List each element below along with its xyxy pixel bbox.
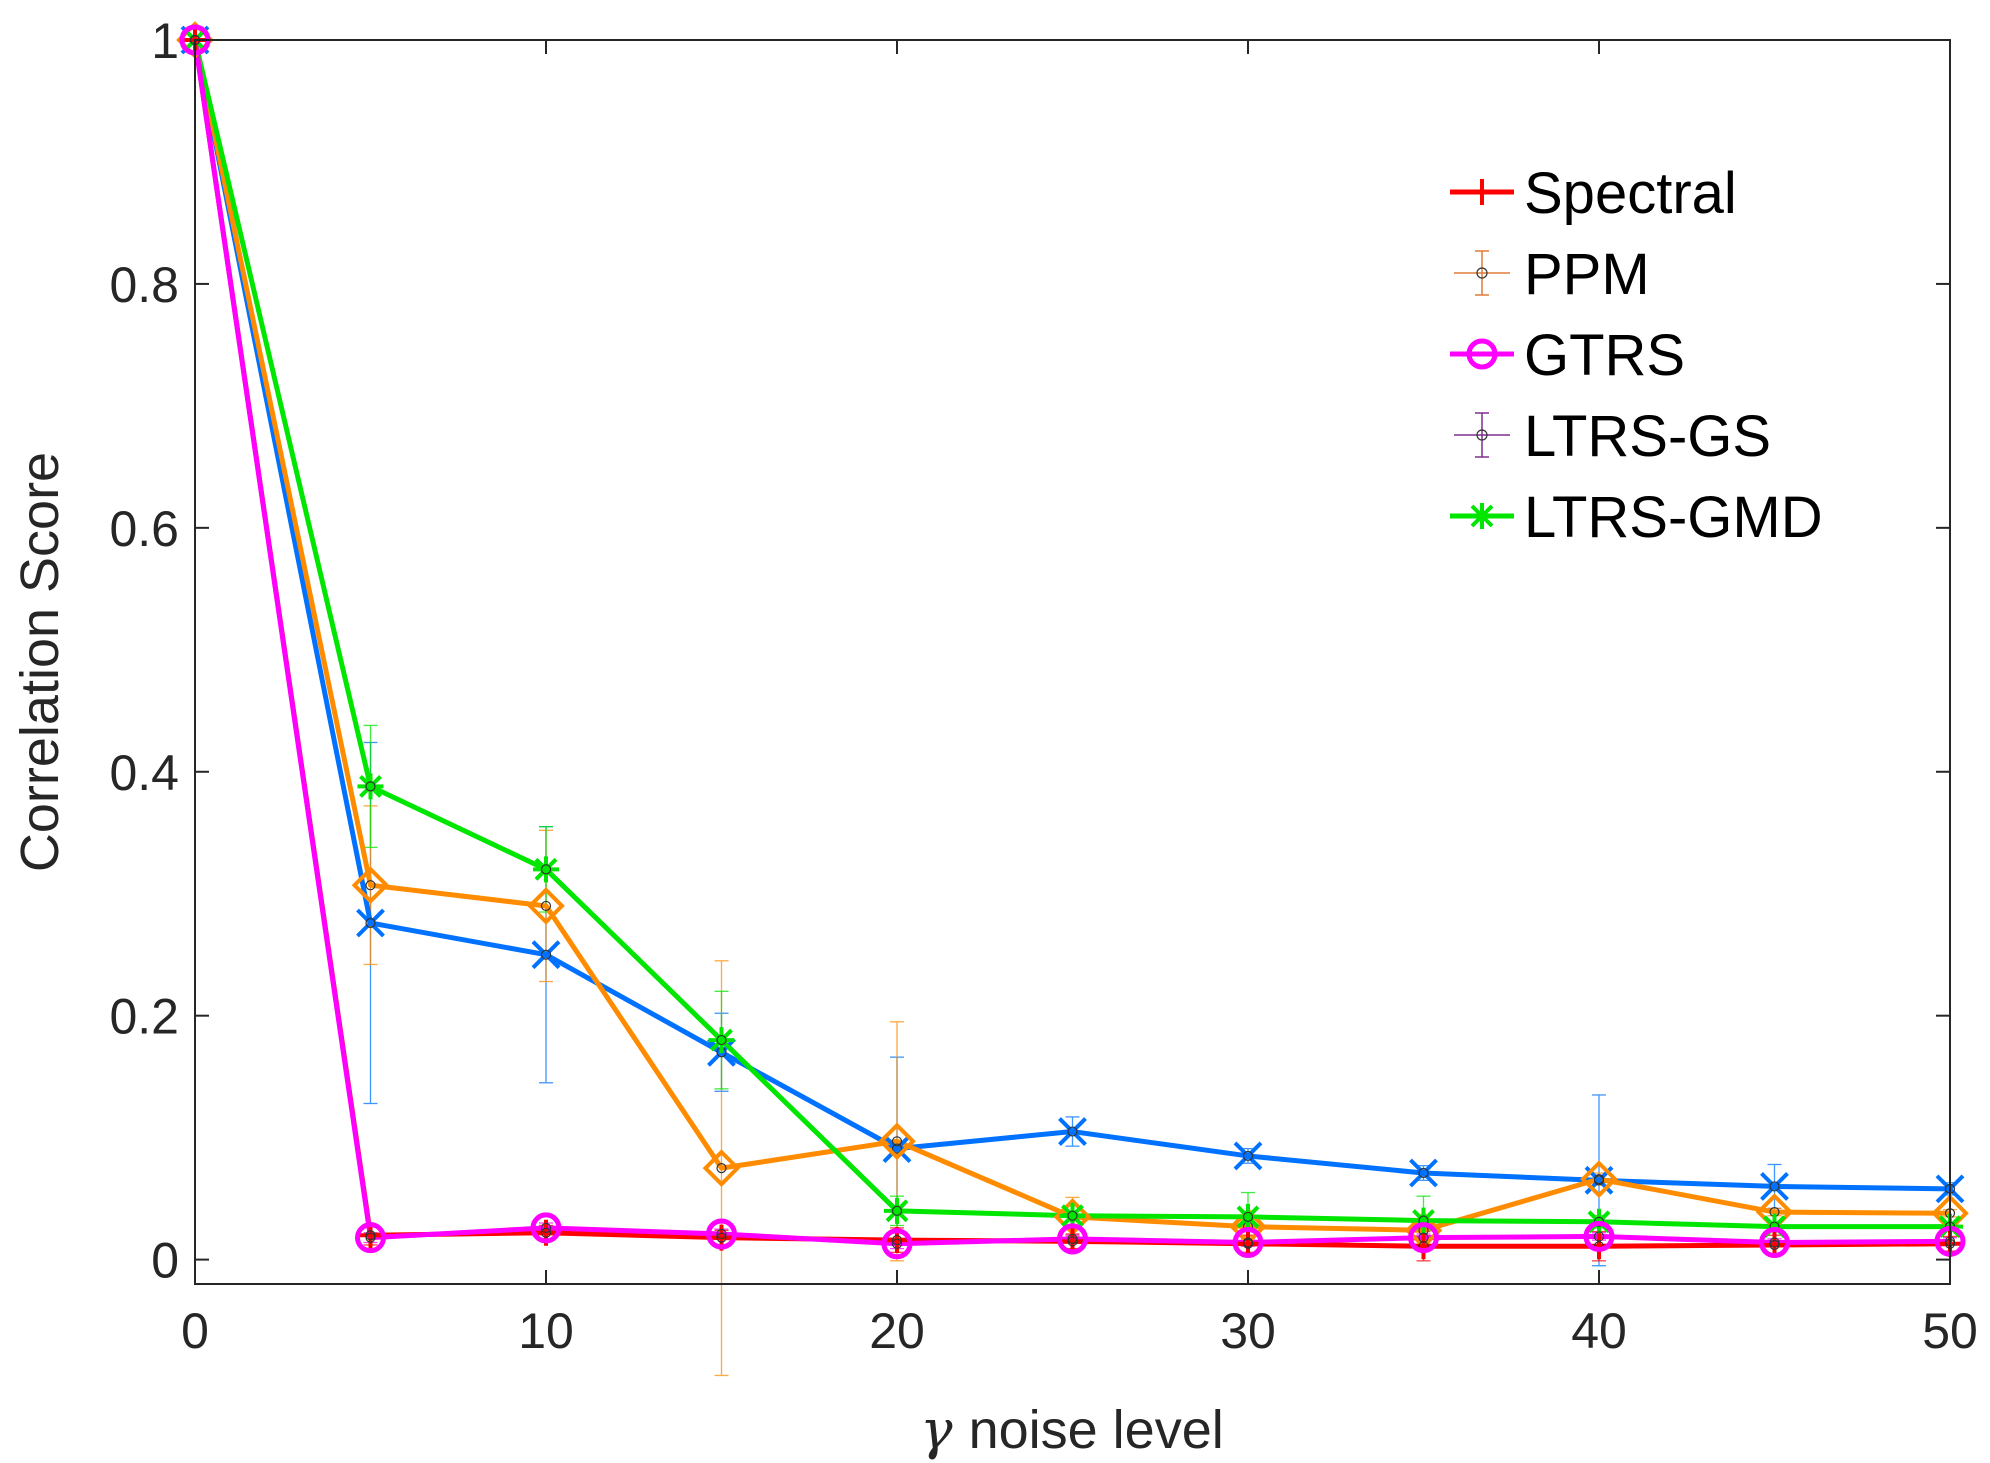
legend-label: Spectral xyxy=(1524,161,1737,226)
y-axis-tick-labels: 0 0.2 0.4 0.6 0.8 1 xyxy=(109,13,179,1289)
data-point-gtrs xyxy=(355,1222,386,1254)
data-point-gtrs xyxy=(706,1218,737,1250)
legend-label: LTRS-GMD xyxy=(1524,485,1823,550)
data-point-ltrs-gs xyxy=(356,908,385,938)
legend-marker xyxy=(1466,338,1498,370)
x-axis-title-text: noise level xyxy=(969,1400,1224,1460)
data-point-ltrs-gs xyxy=(1409,1158,1438,1188)
data-point-gtrs xyxy=(1759,1227,1790,1259)
y-tick-label: 0 xyxy=(151,1233,179,1289)
data-point-ppm xyxy=(878,1122,916,1161)
data-point-ltrs-gmd xyxy=(708,1027,735,1054)
plot-area-frame xyxy=(194,39,1951,1285)
legend-item-gtrs: GTRS xyxy=(1450,323,1685,388)
data-point-ltrs-gmd xyxy=(884,1197,910,1224)
data-point-gtrs xyxy=(1057,1223,1088,1255)
data-point-ltrs-gs xyxy=(1058,1117,1087,1146)
x-tick-label: 0 xyxy=(181,1303,209,1359)
legend-item-spectral: Spectral xyxy=(1450,161,1737,226)
plot-area-background xyxy=(195,40,1950,1284)
legend-label: LTRS-GS xyxy=(1524,404,1771,469)
data-point-ppm xyxy=(1580,1160,1618,1198)
y-tick-label: 0.8 xyxy=(109,257,179,313)
x-tick-label: 40 xyxy=(1571,1303,1627,1359)
legend-item-ltrs-gs: LTRS-GS xyxy=(1454,404,1771,469)
legend-item-ltrs-gmd: LTRS-GMD xyxy=(1450,485,1823,550)
x-tick-label: 20 xyxy=(869,1303,925,1359)
x-tick-label: 30 xyxy=(1220,1303,1276,1359)
data-point-ltrs-gmd xyxy=(1235,1203,1261,1230)
y-tick-label: 1 xyxy=(151,13,179,69)
data-point-ltrs-gs xyxy=(1760,1172,1789,1201)
data-point-gtrs xyxy=(1583,1220,1615,1252)
data-point-ltrs-gs xyxy=(531,940,561,970)
data-point-gtrs xyxy=(881,1228,913,1260)
legend: Spectral PPM GTRS LTRS-GS LTRS-GMD xyxy=(1450,161,1823,550)
legend-marker xyxy=(1469,179,1495,205)
x-axis-gamma-symbol: γ xyxy=(920,1398,953,1461)
y-tick-label: 0.2 xyxy=(109,989,179,1045)
legend-label: GTRS xyxy=(1524,323,1685,388)
data-point-gtrs xyxy=(1232,1227,1264,1259)
series-markers-layer xyxy=(176,21,1969,1260)
data-point-ppm xyxy=(351,866,390,905)
y-tick-label: 0.4 xyxy=(109,745,179,801)
data-point-ltrs-gs xyxy=(882,1134,912,1164)
x-tick-label: 10 xyxy=(518,1303,574,1359)
data-point-ltrs-gs xyxy=(1233,1141,1263,1171)
legend-marker xyxy=(1469,503,1495,529)
data-point-ppm xyxy=(527,887,565,925)
data-point-gtrs xyxy=(1408,1222,1439,1254)
x-tick-label: 50 xyxy=(1922,1303,1978,1359)
y-tick-label: 0.6 xyxy=(109,501,179,557)
y-axis-title: Correlation Score xyxy=(10,452,70,872)
data-point-ppm xyxy=(702,1149,741,1187)
legend-label: PPM xyxy=(1524,242,1650,307)
x-axis-title: γ noise level xyxy=(920,1398,1223,1461)
legend-item-ppm: PPM xyxy=(1454,242,1650,307)
x-axis-tick-labels: 0 10 20 30 40 50 xyxy=(181,1303,1978,1359)
data-point-ltrs-gmd xyxy=(1059,1202,1086,1229)
data-point-ltrs-gmd xyxy=(533,856,559,883)
axis-ticks-layer xyxy=(194,39,1951,1284)
data-point-gtrs xyxy=(530,1212,562,1244)
data-point-ltrs-gmd xyxy=(357,773,384,800)
